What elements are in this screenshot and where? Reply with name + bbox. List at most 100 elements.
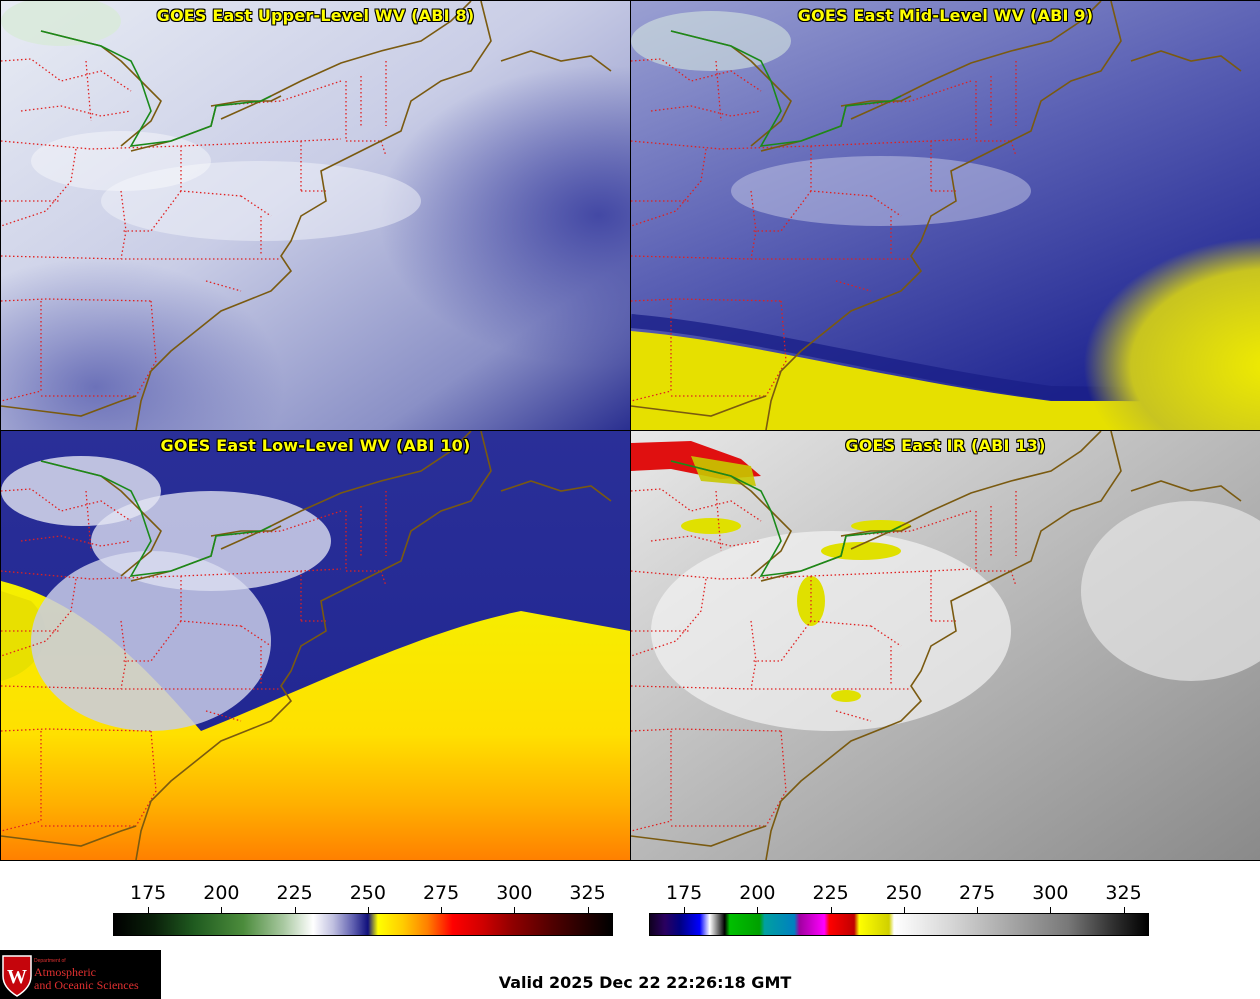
state-border — [120, 190, 127, 260]
wv-colorbar-tick-label: 275 — [422, 882, 460, 904]
state-border — [1, 298, 152, 302]
ir-colorbar: 175 200 225 250 275 300 325 — [649, 870, 1149, 938]
wv-colorbar-tick-label: 225 — [276, 882, 313, 904]
state-border — [840, 80, 972, 107]
state-border — [765, 730, 787, 827]
state-border — [135, 300, 157, 397]
state-border — [1, 728, 152, 732]
state-border — [750, 620, 757, 690]
panel-low-level-wv: GOES East Low-Level WV (ABI 10) — [0, 430, 631, 861]
international-border — [670, 30, 902, 147]
state-border — [210, 510, 342, 537]
state-border — [1, 148, 77, 227]
wv-colorbar-tick-mark — [294, 907, 296, 913]
panel-title: GOES East Low-Level WV (ABI 10) — [160, 436, 471, 455]
wv-colorbar-tick-mark — [441, 907, 443, 913]
international-border — [670, 460, 902, 577]
ir-image — [631, 431, 1260, 860]
wv-colorbar-tick-mark — [367, 907, 369, 913]
state-border — [631, 731, 672, 832]
upper-level-wv-image — [1, 1, 630, 430]
map-overlay — [631, 1, 1242, 430]
state-border — [1, 301, 42, 402]
ir-colorbar-tick-label: 325 — [1105, 882, 1142, 904]
state-border — [1, 731, 42, 832]
ir-colorbar-tick-label: 275 — [958, 882, 996, 904]
wv-colorbar: 175 200 225 250 275 300 325 — [113, 870, 613, 938]
state-border — [1, 488, 132, 522]
ir-colorbar-tick-mark — [1050, 907, 1052, 913]
state-border — [975, 81, 1011, 142]
panel-mid-level-wv: GOES East Mid-Level WV (ABI 9) — [630, 0, 1260, 431]
wv-colorbar-ticks: 175 200 225 250 275 300 325 — [113, 870, 613, 913]
state-border — [631, 298, 782, 302]
state-border — [650, 535, 762, 547]
ir-colorbar-tick-label: 175 — [666, 882, 703, 904]
ir-colorbar-gradient — [649, 913, 1149, 936]
logo-dept-text: Department of — [34, 958, 66, 964]
wv-colorbar-tick-mark — [587, 907, 589, 913]
ir-colorbar-tick-label: 250 — [885, 882, 922, 904]
state-border — [631, 578, 707, 657]
state-border — [135, 730, 157, 827]
state-border — [975, 511, 1011, 572]
wv-colorbar-tick-mark — [148, 907, 150, 913]
svg-text:W: W — [7, 966, 27, 988]
state-border — [345, 81, 381, 142]
state-border — [631, 728, 782, 732]
wv-colorbar-tick-label: 250 — [349, 882, 386, 904]
state-border — [631, 148, 707, 227]
state-border — [1010, 140, 1017, 157]
map-overlay — [1, 431, 612, 860]
low-level-wv-image — [1, 431, 630, 860]
state-border — [20, 535, 132, 547]
wv-colorbar-tick-label: 200 — [203, 882, 240, 904]
international-border — [40, 30, 272, 147]
valid-time: Valid 2025 Dec 22 22:26:18 GMT — [498, 973, 792, 992]
state-border — [345, 511, 381, 572]
ir-colorbar-tick-label: 225 — [812, 882, 849, 904]
state-border — [120, 620, 127, 690]
wv-colorbar-gradient — [113, 913, 613, 936]
panel-title: GOES East Mid-Level WV (ABI 9) — [797, 6, 1094, 25]
state-border — [20, 105, 132, 117]
panel-title: GOES East IR (ABI 13) — [845, 436, 1046, 455]
uw-shield-icon: W — [2, 955, 32, 997]
wv-colorbar-tick-label: 175 — [130, 882, 167, 904]
logo-line1: Atmospheric — [34, 965, 96, 979]
map-overlay — [631, 431, 1242, 860]
state-border — [631, 58, 762, 92]
state-border — [650, 105, 762, 117]
state-border — [750, 190, 757, 260]
state-border — [751, 190, 812, 232]
international-border — [40, 460, 272, 577]
panel-ir: GOES East IR (ABI 13) — [630, 430, 1260, 861]
wv-colorbar-tick-mark — [221, 907, 223, 913]
aos-logo: W Department of Atmospheric and Oceanic … — [0, 950, 161, 999]
ir-colorbar-tick-label: 200 — [739, 882, 776, 904]
state-border — [631, 488, 762, 522]
ir-colorbar-ticks: 175 200 225 250 275 300 325 — [649, 870, 1149, 913]
wv-colorbar-tick-label: 300 — [496, 882, 533, 904]
ir-colorbar-tick-mark — [1123, 907, 1125, 913]
state-border — [210, 80, 342, 107]
ir-colorbar-tick-mark — [684, 907, 686, 913]
logo-line2: and Oceanic Sciences — [34, 978, 139, 992]
state-border — [121, 620, 182, 662]
state-border — [840, 510, 972, 537]
ir-colorbar-tick-mark — [757, 907, 759, 913]
state-border — [1, 58, 132, 92]
state-border — [380, 140, 387, 157]
state-border — [1, 578, 77, 657]
state-border — [1010, 570, 1017, 587]
state-border — [631, 301, 672, 402]
wv-colorbar-tick-mark — [514, 907, 516, 913]
ir-colorbar-tick-mark — [903, 907, 905, 913]
state-border — [751, 620, 812, 662]
map-overlay — [1, 1, 612, 430]
state-border — [765, 300, 787, 397]
panel-upper-level-wv: GOES East Upper-Level WV (ABI 8) — [0, 0, 631, 431]
panel-title: GOES East Upper-Level WV (ABI 8) — [156, 6, 475, 25]
ir-colorbar-tick-label: 300 — [1032, 882, 1069, 904]
mid-level-wv-image — [631, 1, 1260, 430]
